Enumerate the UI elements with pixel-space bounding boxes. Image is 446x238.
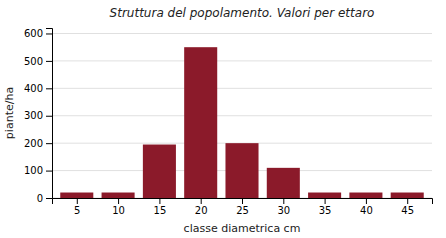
x-tick-mark [407, 198, 408, 204]
x-tick-label: 20 [195, 205, 208, 216]
x-tick: 20 [195, 198, 208, 216]
y-tick: 300 [24, 110, 52, 121]
y-axis-line [46, 29, 53, 199]
x-tick-label: 30 [277, 205, 290, 216]
y-tick-label: 100 [24, 165, 43, 176]
y-tick: 100 [24, 165, 52, 176]
y-tick: 500 [24, 56, 52, 67]
y-tick-label: 0 [37, 193, 43, 204]
bar [308, 193, 341, 198]
bar [225, 143, 258, 198]
bar [267, 168, 300, 198]
grid [52, 33, 432, 198]
grid-line [52, 88, 432, 89]
y-tick-mark [46, 88, 52, 89]
x-tick: 25 [236, 198, 249, 216]
x-tick-mark [366, 198, 367, 204]
x-tick: 10 [112, 198, 125, 216]
x-label: classe diametrica cm [184, 222, 301, 235]
y-tick: 0 [37, 193, 52, 204]
x-tick-label: 35 [319, 205, 332, 216]
x-tick-mark [201, 198, 202, 204]
x-tick-label: 15 [154, 205, 167, 216]
chart: 5 10 15 20 25 30 35 40 45 0 100 200 300 400 500 600 Stru… [0, 0, 446, 238]
bar [60, 193, 93, 198]
y-tick: 600 [24, 28, 52, 39]
grid-line [52, 33, 432, 34]
x-tick: 5 [74, 198, 80, 216]
y-tick: 200 [24, 138, 52, 149]
bars [60, 47, 423, 198]
x-tick-label: 25 [236, 205, 249, 216]
y-tick-mark [46, 143, 52, 144]
bar [102, 193, 135, 198]
x-tick-label: 45 [401, 205, 414, 216]
y-axis: 0 100 200 300 400 500 600 [24, 28, 53, 204]
x-tick-label: 40 [360, 205, 373, 216]
x-tick-mark [283, 198, 284, 204]
grid-line [52, 115, 432, 116]
y-tick-mark [46, 171, 52, 172]
bar [143, 145, 176, 198]
bar [349, 193, 382, 198]
y-tick-label: 300 [24, 110, 43, 121]
x-tick-mark [242, 198, 243, 204]
y-tick-label: 200 [24, 138, 43, 149]
x-tick-label: 5 [74, 205, 80, 216]
x-tick: 35 [319, 198, 332, 216]
grid-line [52, 60, 432, 61]
y-tick-mark [46, 33, 52, 34]
x-tick-mark [159, 198, 160, 204]
x-tick-mark [118, 198, 119, 204]
bar [184, 47, 217, 198]
x-tick-mark [77, 198, 78, 204]
x-tick-mark [325, 198, 326, 204]
title: Struttura del popolamento. Valori per et… [110, 6, 375, 20]
y-tick-label: 600 [24, 28, 43, 39]
x-axis-line [53, 199, 433, 205]
x-tick: 30 [277, 198, 290, 216]
x-tick: 40 [360, 198, 373, 216]
y-label: piante/ha [3, 87, 16, 139]
x-axis: 5 10 15 20 25 30 35 40 45 [53, 198, 433, 216]
y-tick-mark [46, 61, 52, 62]
y-tick-label: 500 [24, 56, 43, 67]
y-tick-mark [46, 198, 52, 199]
y-tick: 400 [24, 83, 52, 94]
x-tick: 15 [154, 198, 167, 216]
bar [391, 193, 424, 198]
y-tick-mark [46, 116, 52, 117]
x-tick-label: 10 [112, 205, 125, 216]
x-tick: 45 [401, 198, 414, 216]
y-tick-label: 400 [24, 83, 43, 94]
